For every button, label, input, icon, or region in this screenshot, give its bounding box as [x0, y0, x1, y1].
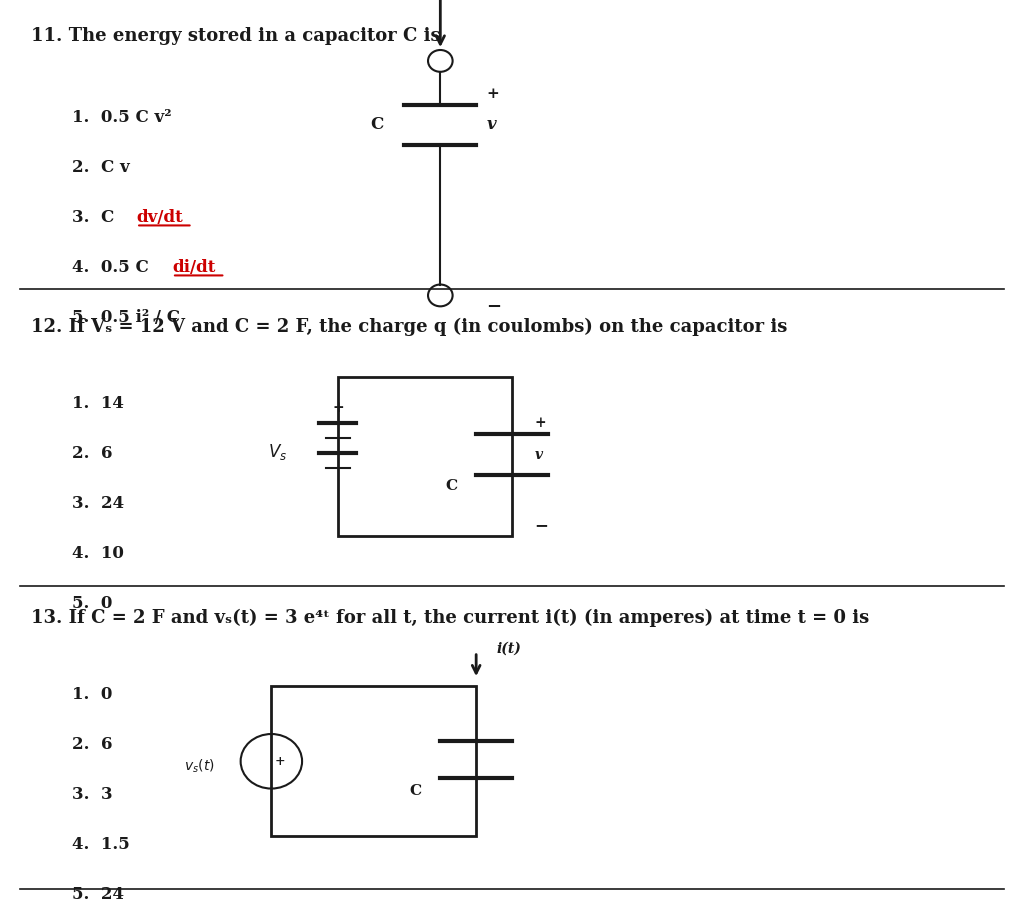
Text: −: − — [535, 517, 549, 534]
Text: +: + — [535, 416, 546, 430]
Text: 5.  0.5 i² / C: 5. 0.5 i² / C — [72, 309, 179, 326]
Text: $V_s$: $V_s$ — [268, 442, 288, 463]
Text: C: C — [445, 479, 458, 493]
Text: 5.  24: 5. 24 — [72, 886, 124, 904]
Text: +: + — [274, 754, 285, 768]
Bar — [338, 377, 512, 536]
Text: 1.  0: 1. 0 — [72, 686, 112, 704]
Text: 5.  0: 5. 0 — [72, 595, 112, 613]
Text: $v_s(t)$: $v_s(t)$ — [184, 757, 215, 774]
Text: 3.  24: 3. 24 — [72, 495, 124, 513]
Text: C: C — [410, 784, 422, 798]
Text: 2.  6: 2. 6 — [72, 445, 113, 463]
Bar — [271, 686, 476, 836]
Text: +: + — [333, 401, 344, 415]
Text: 4.  10: 4. 10 — [72, 545, 124, 563]
Text: di/dt: di/dt — [172, 259, 215, 276]
Text: C: C — [371, 116, 384, 134]
Text: dv/dt: dv/dt — [136, 209, 183, 226]
Text: 13. If C = 2 F and vₛ(t) = 3 e⁴ᵗ for all t, the current i(t) (in amperes) at tim: 13. If C = 2 F and vₛ(t) = 3 e⁴ᵗ for all… — [31, 609, 869, 627]
Text: 2.  6: 2. 6 — [72, 736, 113, 754]
Text: 1.  14: 1. 14 — [72, 395, 124, 413]
Text: 1.  0.5 C v²: 1. 0.5 C v² — [72, 109, 171, 126]
Text: 3.  C: 3. C — [72, 209, 120, 226]
Text: 4.  1.5: 4. 1.5 — [72, 836, 129, 854]
Text: 4.  0.5 C: 4. 0.5 C — [72, 259, 155, 276]
Text: −: − — [486, 298, 502, 316]
Text: 12. If Vₛ = 12 V and C = 2 F, the charge q (in coulombs) on the capacitor is: 12. If Vₛ = 12 V and C = 2 F, the charge… — [31, 318, 787, 336]
Text: 3.  3: 3. 3 — [72, 786, 113, 804]
Text: v: v — [535, 447, 543, 462]
Text: i(t): i(t) — [497, 642, 521, 656]
Text: +: + — [486, 86, 499, 101]
Text: 2.  C v: 2. C v — [72, 159, 129, 176]
Text: v: v — [486, 116, 496, 134]
Text: 11. The energy stored in a capacitor C is: 11. The energy stored in a capacitor C i… — [31, 27, 440, 45]
